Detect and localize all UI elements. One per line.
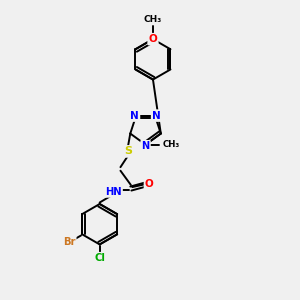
Text: N: N	[142, 141, 150, 151]
Text: CH₃: CH₃	[163, 140, 180, 149]
Text: Cl: Cl	[95, 253, 106, 263]
Text: O: O	[145, 179, 154, 189]
Text: HN: HN	[105, 187, 122, 196]
Text: CH₃: CH₃	[144, 15, 162, 24]
Text: O: O	[148, 34, 157, 44]
Text: Br: Br	[63, 237, 75, 247]
Text: N: N	[130, 111, 139, 121]
Text: N: N	[152, 111, 161, 121]
Text: S: S	[124, 146, 132, 156]
